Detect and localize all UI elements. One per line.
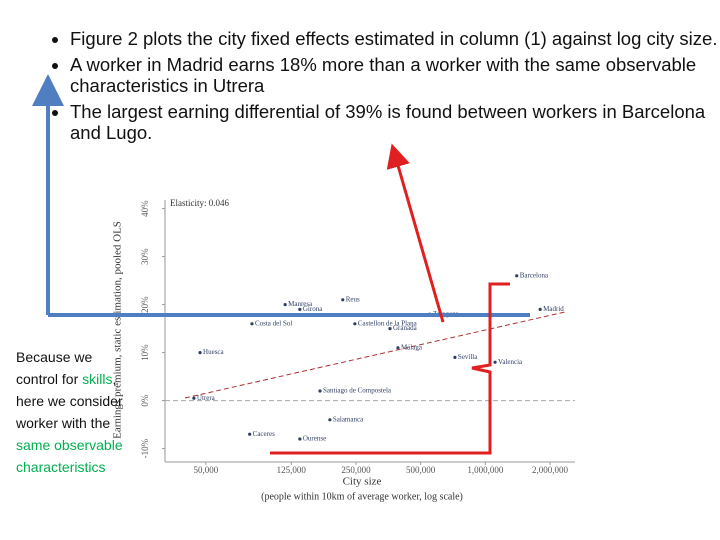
point-label: Huesca xyxy=(203,348,224,356)
point-label: Utrera xyxy=(197,394,216,402)
point xyxy=(396,346,400,350)
point xyxy=(515,274,519,278)
bullet: A worker in Madrid earns 18% more than a… xyxy=(70,54,720,96)
point xyxy=(353,322,357,326)
y-tick-label: 30% xyxy=(140,248,150,265)
bullet: The largest earning differential of 39% … xyxy=(70,101,720,143)
note-text: same observable characteristics xyxy=(16,437,123,475)
bullet-list: Figure 2 plots the city fixed effects es… xyxy=(28,28,720,148)
point xyxy=(250,322,254,326)
overlay xyxy=(32,74,530,455)
y-tick-label: 0% xyxy=(140,394,150,407)
note-text: , here we consider worker with the xyxy=(16,371,123,431)
x-tick-label: 1,000,000 xyxy=(467,465,504,475)
point-label: Barcelona xyxy=(520,271,549,279)
point-label: Valencia xyxy=(498,358,523,366)
point xyxy=(248,432,252,436)
point xyxy=(318,389,322,393)
side-note: Because we control for skills, here we c… xyxy=(16,346,128,478)
point-label: Sevilla xyxy=(458,353,478,361)
point xyxy=(298,437,302,441)
point-label: Ourense xyxy=(303,435,326,443)
point xyxy=(328,418,332,422)
note-text: skills xyxy=(82,371,113,387)
point-label: Madrid xyxy=(543,305,564,313)
point xyxy=(538,307,542,311)
point xyxy=(283,303,287,307)
point xyxy=(192,396,196,400)
y-axis-label: Earnings premium, static estimation, poo… xyxy=(112,221,124,439)
x-tick-label: 2,000,000 xyxy=(532,465,569,475)
y-tick-label: -10% xyxy=(140,438,150,458)
x-tick-label: 125,000 xyxy=(277,465,307,475)
point-label: Reus xyxy=(346,295,360,303)
x-tick-label: 250,000 xyxy=(341,465,371,475)
red-bracket xyxy=(270,282,510,455)
x-axis-note: (people within 10km of average worker, l… xyxy=(261,491,463,502)
x-axis-label: City size xyxy=(343,476,382,488)
point xyxy=(388,327,392,331)
point-label: Santiago de Compostela xyxy=(323,387,392,395)
y-tick-label: 20% xyxy=(140,296,150,313)
point-label: Manresa xyxy=(288,300,313,308)
x-tick-label: 50,000 xyxy=(193,465,218,475)
point xyxy=(298,307,302,311)
fit-line xyxy=(184,311,566,399)
point xyxy=(341,298,345,302)
point-label: Caceres xyxy=(253,430,275,438)
point-label: Granada xyxy=(393,324,418,332)
point-label: Málaga xyxy=(401,343,423,351)
x-tick-label: 500,000 xyxy=(406,465,436,475)
point xyxy=(493,360,497,364)
point xyxy=(198,351,202,355)
red-arrow xyxy=(386,143,445,323)
bullet: Figure 2 plots the city fixed effects es… xyxy=(70,28,720,49)
point-label: Salamanca xyxy=(333,415,364,423)
y-tick-label: 10% xyxy=(140,344,150,361)
note-text: Because we control for xyxy=(16,349,93,387)
y-tick-label: 40% xyxy=(140,200,150,217)
annotation: Elasticity: 0.046 xyxy=(170,198,229,208)
point xyxy=(453,355,457,359)
point-label: Girona xyxy=(303,305,323,313)
point-label: Costa del Sol xyxy=(255,319,292,327)
point-label: Castellon de la Plana xyxy=(358,319,418,327)
